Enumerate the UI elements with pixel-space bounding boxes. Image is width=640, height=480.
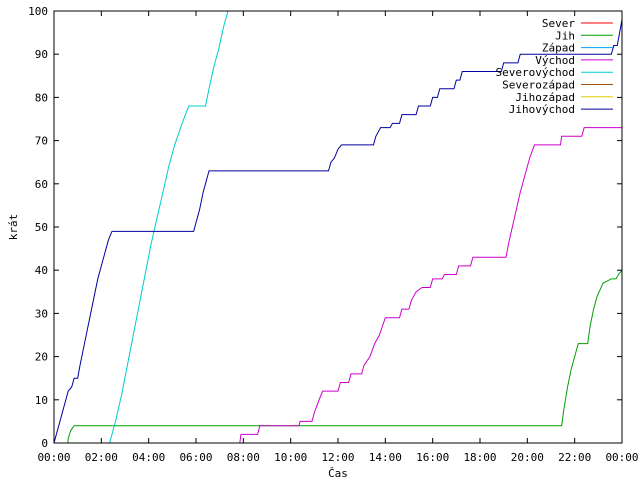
y-tick-label: 70 (35, 135, 48, 148)
y-tick-label: 30 (35, 307, 48, 320)
y-tick-label: 90 (35, 48, 48, 61)
x-axis-title: Čas (328, 467, 348, 480)
legend-label: Západ (542, 42, 575, 55)
x-tick-label: 12:00 (321, 451, 354, 464)
y-axis-title: krát (7, 214, 20, 241)
x-tick-label: 00:00 (605, 451, 638, 464)
x-tick-label: 22:00 (558, 451, 591, 464)
x-tick-label: 08:00 (227, 451, 260, 464)
series-layer (53, 10, 623, 444)
legend-label: Sever (542, 17, 575, 30)
x-tick-label: 16:00 (416, 451, 449, 464)
x-tick-label: 20:00 (511, 451, 544, 464)
x-tick-label: 10:00 (274, 451, 307, 464)
series-line-4 (239, 127, 622, 444)
y-tick-label: 50 (35, 221, 48, 234)
x-tick-label: 02:00 (85, 451, 118, 464)
series-line-5 (109, 10, 229, 444)
y-tick-label: 100 (28, 5, 48, 18)
series-line-8 (53, 19, 623, 444)
legend: SeverJihZápadVýchodSeverovýchodSeverozáp… (496, 17, 613, 116)
x-tick-label: 04:00 (132, 451, 165, 464)
y-tick-label: 40 (35, 264, 48, 277)
legend-label: Jih (555, 29, 575, 42)
legend-label: Jihovýchod (509, 103, 575, 116)
legend-label: Jihozápad (515, 91, 575, 104)
series-line-2 (67, 269, 623, 444)
legend-label: Severovýchod (496, 66, 575, 79)
y-tick-label: 0 (41, 437, 48, 450)
x-tick-label: 06:00 (179, 451, 212, 464)
x-tick-label: 00:00 (37, 451, 70, 464)
y-tick-label: 10 (35, 394, 48, 407)
x-tick-label: 18:00 (463, 451, 496, 464)
x-axis: 00:00 02:00 04:00 06:00 08:00 10:00 12:00 14:00… (37, 11, 639, 464)
y-tick-label: 20 (35, 351, 48, 364)
y-tick-label: 60 (35, 178, 48, 191)
y-axis: 0 10 20 30 40 50 60 70 80 90 100 (28, 5, 622, 450)
legend-label: Severozápad (502, 79, 575, 92)
y-tick-label: 80 (35, 91, 48, 104)
x-tick-label: 14:00 (369, 451, 402, 464)
legend-label: Východ (535, 54, 575, 67)
